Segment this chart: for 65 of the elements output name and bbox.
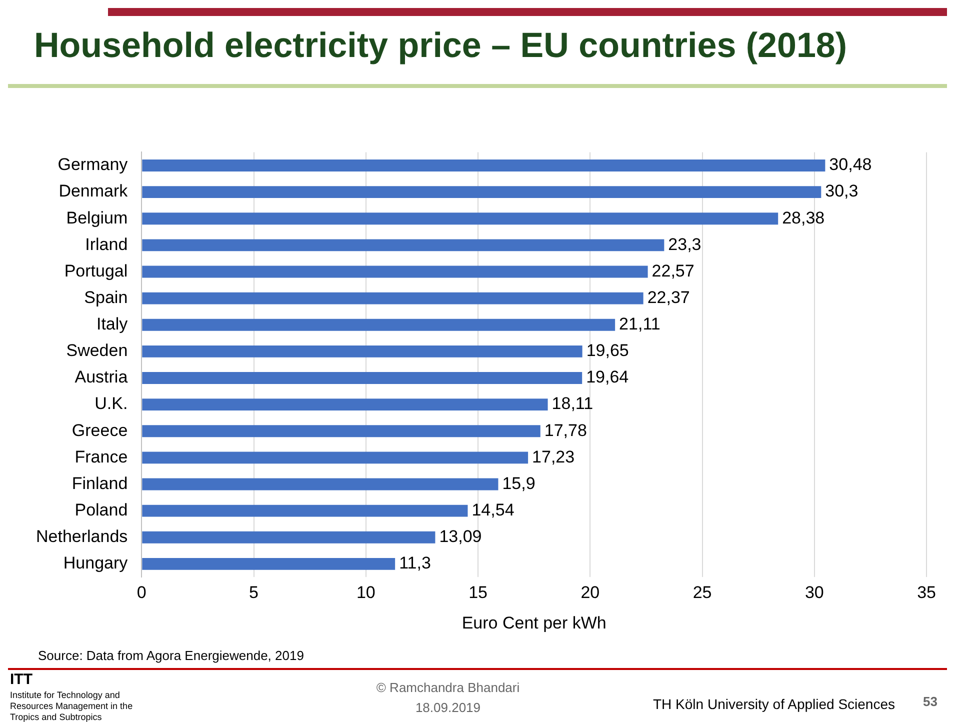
data-label: 17,78 [544,420,587,440]
y-tick-label: Spain [84,288,128,307]
text: Institute for Technology and Resources Management in the Tropics and Subtropics [10,690,134,722]
y-tick-label: U.K. [94,394,128,414]
data-label: 28,38 [782,208,825,228]
y-tick-label: Sweden [66,341,128,360]
y-tick-label: Italy [96,314,128,334]
y-tick-label: Netherlands [36,527,128,546]
x-tick-label: 20 [580,583,600,602]
data-label: 18,11 [552,394,594,414]
data-label: 19,64 [586,368,629,387]
x-tick-label: 25 [692,583,712,602]
data-label: 30,3 [825,182,858,201]
y-tick-label: Portugal [64,261,128,280]
data-label: 11,3 [399,554,431,573]
bar [142,212,778,225]
x-tick-label: 30 [804,583,824,602]
bar [142,504,468,517]
bar [142,372,582,384]
data-label: 17,23 [532,447,575,466]
x-tick-label: 5 [249,583,259,602]
bar [142,318,616,331]
data-label: 22,57 [652,261,694,280]
data-label: 14,54 [472,500,514,520]
bar [142,160,826,172]
bar [142,345,582,358]
y-tick-label: Greece [72,420,128,440]
data-label: 22,37 [647,288,690,307]
bar [142,531,436,544]
y-tick-label: Irland [85,234,128,254]
bar [142,558,396,570]
x-tick-label: 0 [136,583,146,602]
x-axis-title: Euro Cent per kWh [462,613,606,632]
bar [142,398,548,411]
text: © Ramchandra Bhandari [375,680,521,695]
text: ITT [10,671,32,688]
data-label: 21,11 [619,314,660,334]
data-label: 15,9 [502,474,536,493]
data-label: 30,48 [829,155,872,174]
y-tick-label: France [74,447,128,466]
bar [142,186,822,198]
y-tick-label: Austria [74,368,128,387]
bar [142,478,498,490]
text: TH Köln University of Applied Sciences [653,696,895,712]
y-tick-label: Finland [72,474,128,493]
chart-title: Household electricity price – EU countries (2018) [34,26,848,66]
y-tick-label: Hungary [63,554,128,573]
bar [142,266,648,278]
x-tick-label: 10 [356,583,376,602]
x-tick-label: 15 [468,583,488,602]
x-tick-label: 35 [917,583,936,602]
data-label: 23,3 [668,234,702,254]
bar [142,452,528,464]
bar [142,425,540,438]
y-tick-label: Poland [74,500,128,520]
y-tick-label: Belgium [66,208,128,228]
y-tick-label: Denmark [58,182,128,201]
bar [142,239,664,252]
text: 53 [923,694,938,709]
data-label: 13,09 [439,527,482,546]
data-label: 19,65 [586,341,629,360]
text: 18.09.2019 [414,700,482,715]
source-note: Source: Data from Agora Energiewende, 2019 [38,648,304,663]
bar [142,292,644,304]
y-tick-label: Germany [58,155,128,174]
